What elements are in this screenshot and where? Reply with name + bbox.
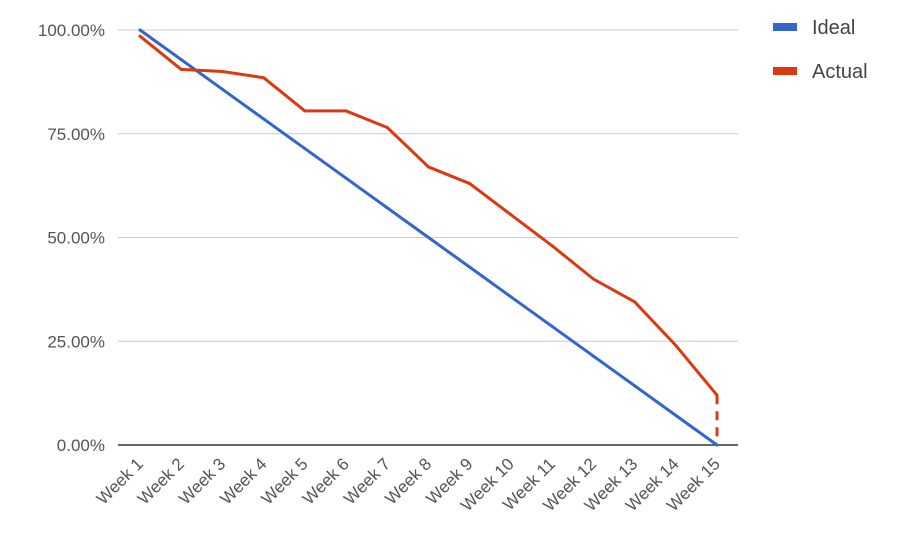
data-point-actual <box>220 70 224 73</box>
legend-swatch <box>773 67 797 75</box>
data-point-ideal <box>674 413 678 417</box>
data-point-ideal <box>509 295 513 299</box>
data-point-actual <box>633 300 637 304</box>
data-point-actual <box>509 213 513 217</box>
legend-item-actual[interactable]: Actual <box>773 61 868 83</box>
data-point-actual <box>138 34 142 38</box>
data-point-ideal <box>591 354 595 358</box>
data-point-actual <box>262 76 266 80</box>
data-point-actual <box>303 109 307 113</box>
data-point-actual <box>550 244 554 248</box>
data-point-actual <box>344 109 348 113</box>
data-point-ideal <box>344 176 348 180</box>
y-tick-label: 75.00% <box>47 125 105 144</box>
data-point-ideal <box>468 265 472 269</box>
data-point-ideal <box>385 206 389 210</box>
data-point-actual <box>179 67 183 71</box>
y-tick-label: 0.00% <box>57 436 105 455</box>
legend[interactable]: Ideal Actual <box>773 17 868 83</box>
legend-swatch <box>773 23 797 31</box>
legend-item-ideal[interactable]: Ideal <box>773 17 855 39</box>
series-lines <box>138 28 719 447</box>
data-point-actual <box>427 165 430 169</box>
y-tick-label: 100.00% <box>38 21 105 40</box>
data-point-ideal <box>550 324 554 328</box>
data-point-actual <box>468 182 472 186</box>
data-point-ideal <box>427 236 430 239</box>
data-point-ideal <box>303 147 307 151</box>
y-tick-label: 25.00% <box>47 332 105 351</box>
legend-label: Ideal <box>812 17 855 39</box>
data-point-ideal <box>262 117 266 121</box>
data-point-ideal <box>633 384 637 388</box>
data-point-actual <box>385 126 389 130</box>
data-point-actual <box>591 277 595 281</box>
y-tick-label: 50.00% <box>47 229 105 248</box>
data-point-ideal <box>179 58 183 62</box>
legend-label: Actual <box>812 61 868 83</box>
data-point-ideal <box>138 28 142 32</box>
data-point-actual <box>674 343 678 347</box>
y-axis-ticks: 0.00% 25.00% 50.00% 75.00% 100.00% <box>38 21 105 455</box>
data-point-ideal <box>715 443 719 447</box>
data-point-ideal <box>220 87 224 91</box>
